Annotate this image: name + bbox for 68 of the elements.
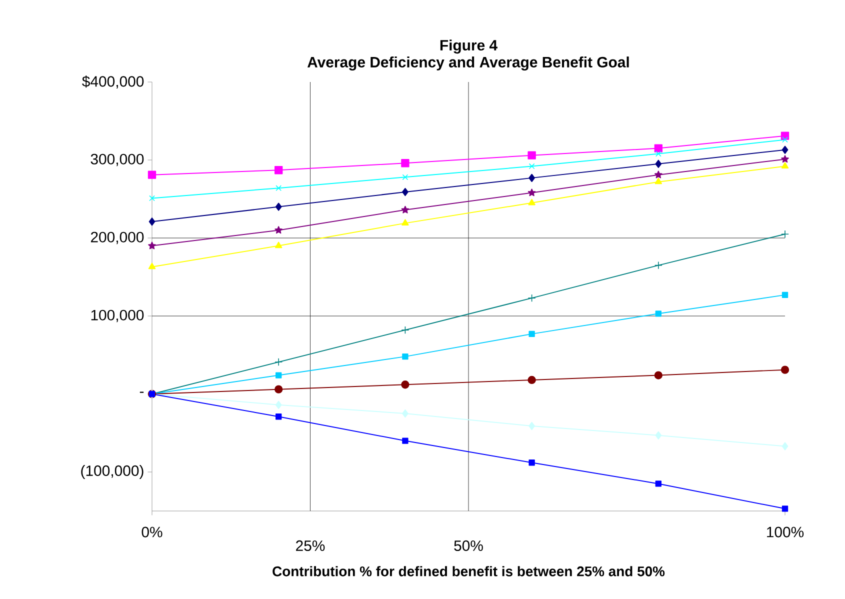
point xyxy=(148,242,156,250)
point xyxy=(402,219,409,226)
point xyxy=(528,198,536,206)
ref-line-label: 50% xyxy=(454,540,483,551)
y-tick-label: 300,000 xyxy=(90,154,144,166)
point xyxy=(528,188,536,196)
y-tick-label: 200,000 xyxy=(90,232,144,244)
point xyxy=(274,226,283,234)
point xyxy=(402,438,408,444)
point xyxy=(402,409,408,418)
point xyxy=(782,442,788,450)
point xyxy=(782,146,788,154)
point xyxy=(782,136,788,143)
point xyxy=(654,144,662,152)
point xyxy=(654,261,662,270)
point xyxy=(274,166,283,174)
point xyxy=(655,480,662,487)
point xyxy=(781,155,789,163)
point xyxy=(274,358,283,366)
point xyxy=(780,132,790,140)
point xyxy=(276,185,282,192)
point xyxy=(528,422,535,430)
point xyxy=(276,372,282,378)
point xyxy=(654,170,662,178)
point xyxy=(275,202,282,211)
x-tick-label: 100% xyxy=(767,526,804,538)
point xyxy=(148,262,156,270)
point xyxy=(781,230,789,238)
point xyxy=(402,188,408,196)
point xyxy=(528,151,536,160)
chart-subtitle: Average Deficiency and Average Benefit Goal xyxy=(307,56,629,71)
y-tick-label: $400,000 xyxy=(82,76,144,88)
point xyxy=(275,400,282,410)
point xyxy=(655,310,662,317)
chart-title: Figure 4 xyxy=(440,40,498,54)
point xyxy=(149,195,155,202)
point xyxy=(148,218,156,226)
point xyxy=(782,506,788,512)
point xyxy=(401,326,410,334)
point xyxy=(654,178,662,184)
point xyxy=(401,159,410,168)
x-axis-title: Contribution % for defined benefit is between 25% and 50% xyxy=(272,566,665,576)
point xyxy=(781,162,789,169)
y-tick-label: - xyxy=(140,392,144,393)
point xyxy=(402,174,408,180)
point xyxy=(654,371,662,380)
x-tick-label: 0% xyxy=(142,526,162,538)
point xyxy=(528,460,535,466)
point xyxy=(528,174,535,182)
point xyxy=(148,170,156,179)
point xyxy=(402,353,408,360)
point xyxy=(401,206,410,214)
y-tick-label: 100,000 xyxy=(91,310,144,322)
point xyxy=(274,385,283,394)
point xyxy=(528,294,536,302)
point xyxy=(274,242,282,248)
point xyxy=(655,160,662,168)
ref-line-label: 25% xyxy=(296,540,325,551)
point xyxy=(655,431,662,440)
point xyxy=(401,380,410,389)
point xyxy=(528,163,535,170)
y-tick-label: (100,000) xyxy=(81,465,144,479)
point xyxy=(276,414,282,420)
point xyxy=(655,150,662,157)
point xyxy=(528,330,535,338)
point xyxy=(780,366,790,374)
point xyxy=(782,292,788,298)
point xyxy=(528,376,536,384)
